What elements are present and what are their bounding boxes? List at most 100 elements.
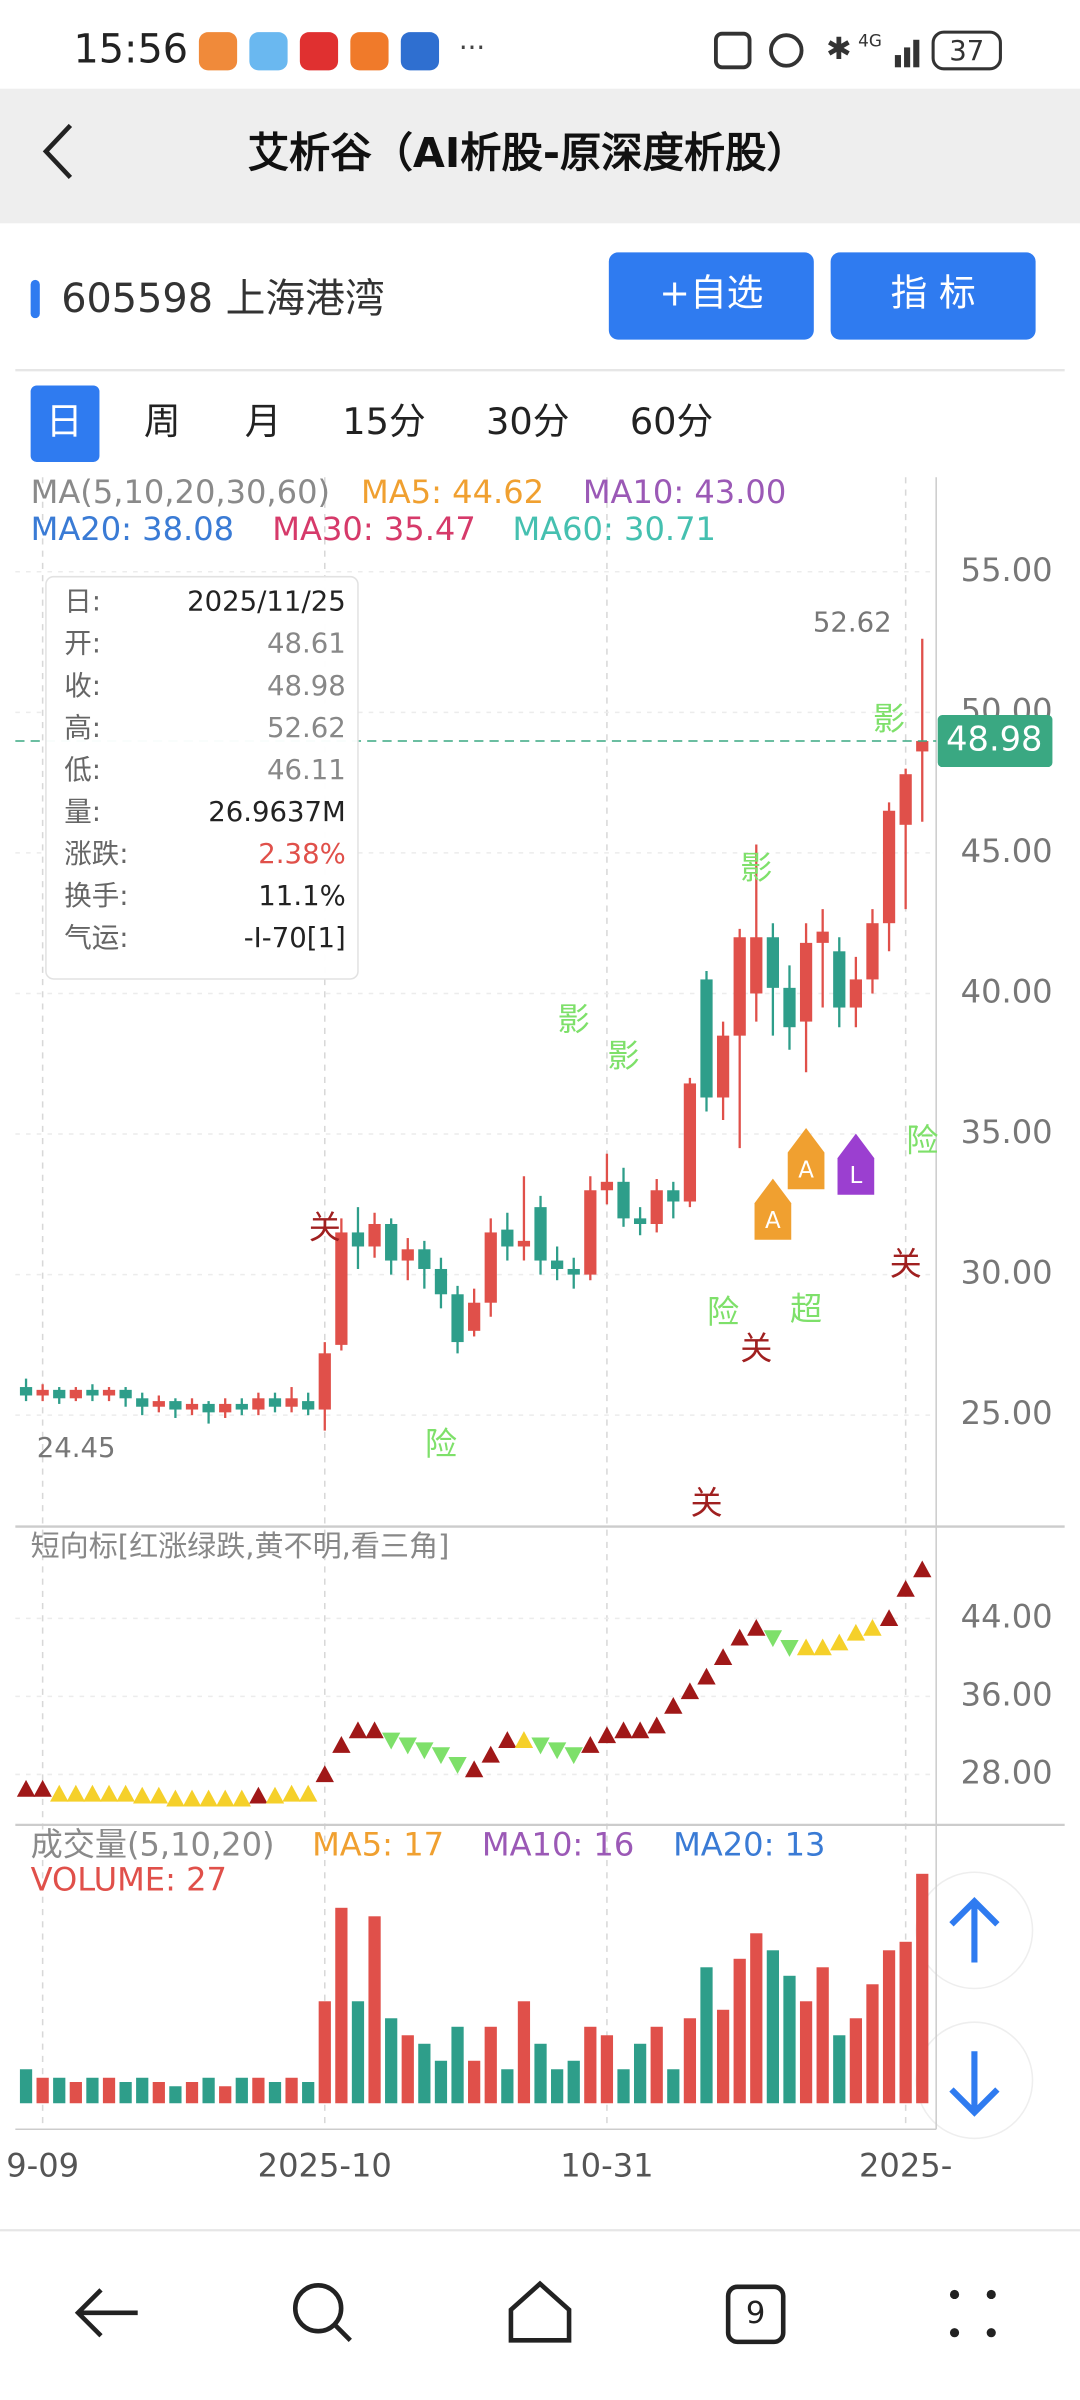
nav-tabs[interactable] <box>725 2284 786 2345</box>
candle-body <box>351 1232 365 1247</box>
x-tick-label: 2025-10 <box>258 2146 392 2184</box>
panel-title: 短向标[红涨绿跌,黄不明,看三角] <box>31 1529 450 1563</box>
volume-bar <box>86 2077 99 2104</box>
candle-body <box>484 1232 497 1303</box>
period-tab[interactable]: 周 <box>144 400 181 443</box>
volume-bar <box>185 2082 199 2104</box>
nav-home[interactable] <box>508 2280 572 2343</box>
scroll-down-button[interactable] <box>915 2021 1034 2140</box>
volume-bar <box>102 2077 116 2104</box>
trend-triangle <box>16 1779 36 1797</box>
signal-label: 影 <box>873 700 905 738</box>
trend-triangle <box>182 1789 202 1807</box>
tooltip-value: 48.61 <box>267 628 346 660</box>
candle-body <box>849 979 862 1008</box>
candle-body <box>451 1294 464 1343</box>
trend-triangle <box>365 1721 384 1739</box>
volume-bar <box>69 2082 82 2104</box>
trend-triangle <box>896 1579 915 1597</box>
nav-back[interactable] <box>74 2288 138 2338</box>
indicator-label[interactable]: 指 标 <box>891 272 976 315</box>
add-watchlist-button[interactable] <box>608 252 814 340</box>
volume-bar <box>667 2069 680 2104</box>
scroll-up-button[interactable] <box>915 1871 1034 1990</box>
candle-body <box>700 979 713 1098</box>
period-tab[interactable]: 60分 <box>630 400 713 443</box>
trend-triangle <box>514 1731 534 1748</box>
legend-entry: MA5: 17 <box>312 1825 444 1863</box>
signal-label: 超 <box>790 1290 822 1328</box>
signal-label: 险 <box>906 1121 938 1159</box>
signal-label: 关 <box>690 1484 722 1522</box>
candle-body <box>916 741 929 752</box>
accent <box>30 279 40 319</box>
period-tab[interactable]: 15分 <box>342 400 425 443</box>
volume-bar <box>716 2009 730 2104</box>
trend-triangle <box>381 1732 401 1750</box>
nav-menu[interactable] <box>949 2289 996 2338</box>
trend-triangle <box>846 1623 866 1641</box>
candle-body <box>683 1083 697 1202</box>
candle-body <box>501 1229 514 1247</box>
volume-bar <box>136 2077 149 2104</box>
trend-triangle <box>415 1742 434 1760</box>
trend-triangle <box>564 1747 583 1765</box>
signal-flag <box>787 1128 825 1190</box>
signal-label: 险 <box>425 1425 457 1463</box>
candle-body <box>302 1401 315 1410</box>
trend-triangle <box>498 1731 517 1748</box>
candle-body <box>318 1353 331 1410</box>
tooltip-key: 高: <box>64 712 101 744</box>
volume-bar <box>766 1950 780 2104</box>
volume-bar <box>783 1975 796 2104</box>
legend-entry: MA20: 13 <box>673 1825 825 1863</box>
nav-search[interactable] <box>292 2282 344 2334</box>
candle-body <box>136 1398 149 1407</box>
indicator-button[interactable] <box>830 252 1036 340</box>
candle-body <box>219 1403 232 1413</box>
volume-bar <box>36 2077 49 2104</box>
nav-bar <box>74 2280 996 2345</box>
trend-triangle <box>149 1786 168 1804</box>
legend-entry: MA5: 44.62 <box>361 473 544 511</box>
candle-body <box>899 774 912 825</box>
signal-flag <box>754 1178 792 1240</box>
volume-bar <box>501 2069 514 2104</box>
candle-body <box>733 937 746 1036</box>
add-watchlist-label[interactable]: +自选 <box>659 272 763 315</box>
y-tick-label: 28.00 <box>961 1753 1053 1791</box>
period-tab[interactable]: 月 <box>245 400 282 443</box>
volume-bar <box>517 2001 531 2104</box>
signal-label: 关 <box>890 1245 922 1283</box>
volume-bar <box>434 2060 448 2104</box>
period-tab[interactable]: 日 <box>46 400 83 443</box>
candle-body <box>750 937 763 994</box>
trend-triangle <box>581 1735 600 1753</box>
y-tick-label: 36.00 <box>961 1675 1053 1713</box>
period-tab[interactable]: 30分 <box>486 400 569 443</box>
legend-entry: MA60: 30.71 <box>512 510 715 548</box>
candle-body <box>716 1035 730 1098</box>
volume-bar <box>866 1984 879 2104</box>
clock: 15:56 <box>73 27 188 73</box>
candle-body <box>600 1181 614 1191</box>
candle-body <box>385 1223 398 1261</box>
tooltip-value: 26.9637M <box>208 796 346 828</box>
y-tick-label: 40.00 <box>961 972 1053 1010</box>
back-button[interactable] <box>42 123 73 180</box>
trend-triangle <box>133 1786 152 1804</box>
volume-bar <box>219 2086 232 2104</box>
y-tick-label: 44.00 <box>961 1597 1053 1635</box>
trend-triangle <box>630 1721 650 1739</box>
candle-body <box>882 810 896 924</box>
trend-triangle <box>166 1789 185 1807</box>
tooltip-value: 2025/11/25 <box>187 586 346 618</box>
legend-entry: MA10: 43.00 <box>583 473 786 511</box>
tab-selected[interactable] <box>30 385 100 462</box>
candle-body <box>783 987 796 1028</box>
trend-triangle <box>481 1745 500 1763</box>
tooltip-key: 收: <box>64 670 101 702</box>
x-tick-label: 9-09 <box>6 2146 79 2184</box>
stock-name: 605598 上海港湾 <box>61 276 385 322</box>
trend-triangle <box>348 1721 368 1739</box>
